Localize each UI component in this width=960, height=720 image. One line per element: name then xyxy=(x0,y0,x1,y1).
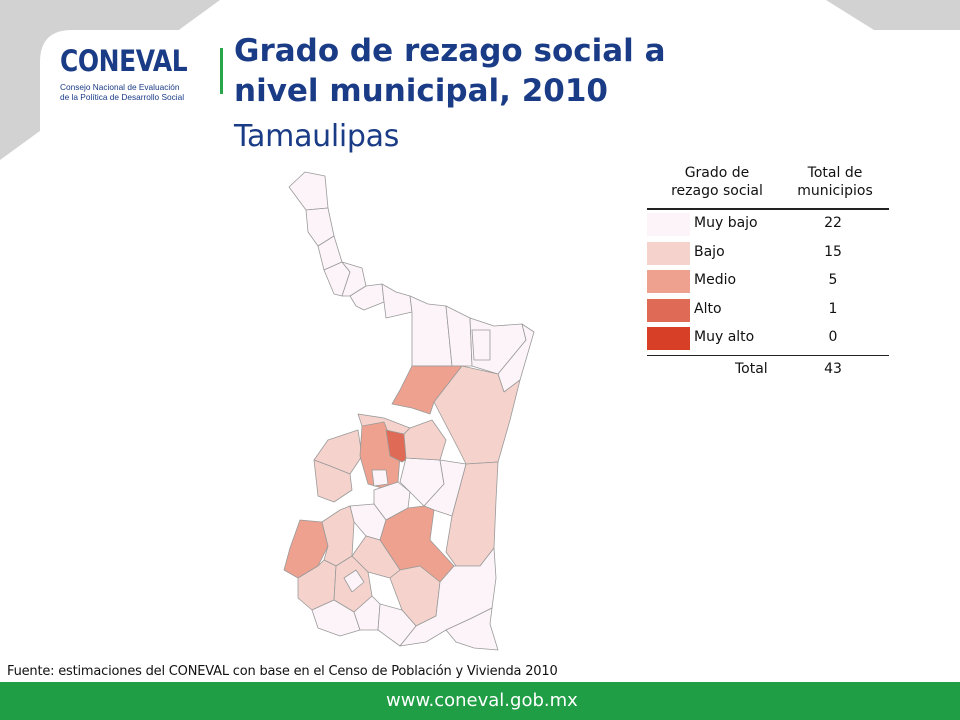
municipality xyxy=(288,171,329,211)
legend-swatch xyxy=(647,327,690,351)
legend-row-label: Muy bajo xyxy=(694,215,758,231)
title-line1: Grado de rezago social a xyxy=(234,33,666,69)
logo-subtitle-line1: Consejo Nacional de Evaluación xyxy=(60,82,180,92)
legend-rows: Muy bajo 22 Bajo 15 Medio 5 Alto 1 Muy alto 0 xyxy=(647,210,889,353)
legend-swatch xyxy=(647,270,690,294)
legend-total-label: Total xyxy=(735,360,768,377)
legend-row-count: 15 xyxy=(824,243,842,260)
municipality xyxy=(321,505,355,567)
logo-subtitle: Consejo Nacional de Evaluación de la Pol… xyxy=(60,82,210,102)
legend-header-total: Total de municipios xyxy=(781,164,889,200)
municipality xyxy=(403,419,447,461)
title-divider xyxy=(220,48,223,94)
legend-swatch xyxy=(647,298,690,322)
legend-row: Medio 5 xyxy=(647,267,889,296)
legend-row-count: 0 xyxy=(828,329,838,346)
municipality xyxy=(399,547,497,647)
legend-swatch xyxy=(647,241,690,265)
legend-row-label: Muy alto xyxy=(694,329,755,346)
source-note: Fuente: estimaciones del CONEVAL con bas… xyxy=(7,664,558,679)
logo-subtitle-line2: de la Política de Desarrollo Social xyxy=(60,92,185,102)
legend-row-count: 5 xyxy=(828,272,838,289)
legend-header-grado-line2: rezago social xyxy=(671,183,763,199)
municipality xyxy=(371,469,389,487)
legend-header-total-line2: municipios xyxy=(797,183,873,199)
legend-table: Grado de rezago social Total de municipi… xyxy=(647,163,889,384)
municipal-map xyxy=(283,171,535,651)
logo-wordmark: CONEVAL xyxy=(60,44,188,78)
legend-row: Alto 1 xyxy=(647,296,889,325)
legend-row-label: Medio xyxy=(694,272,737,289)
municipality xyxy=(433,365,521,465)
legend-header-grado-line1: Grado de xyxy=(684,165,750,181)
legend-row: Bajo 15 xyxy=(647,239,889,268)
legend-row-label: Alto xyxy=(694,300,722,317)
legend-swatch xyxy=(647,213,690,236)
coneval-logo: CONEVAL Consejo Nacional de Evaluación d… xyxy=(60,44,210,104)
municipality xyxy=(313,459,353,503)
legend-total-row: Total 43 xyxy=(647,354,889,384)
footer-url[interactable]: www.coneval.gob.mx xyxy=(386,690,578,711)
legend-row-count: 1 xyxy=(828,300,838,317)
title-line2: nivel municipal, 2010 xyxy=(234,73,608,109)
legend-header-grado: Grado de rezago social xyxy=(651,164,783,200)
legend-row-label: Bajo xyxy=(694,243,725,260)
municipality xyxy=(445,607,499,651)
footer-bar: www.coneval.gob.mx xyxy=(0,682,960,720)
municipality xyxy=(343,569,365,593)
legend-row: Muy bajo 22 xyxy=(647,210,889,239)
legend-row: Muy alto 0 xyxy=(647,324,889,353)
municipality xyxy=(381,283,413,319)
legend-header-total-line1: Total de xyxy=(807,165,863,181)
municipality xyxy=(471,329,491,361)
legend-row-count: 22 xyxy=(824,215,842,231)
page-subtitle: Tamaulipas xyxy=(234,119,400,154)
legend-total-count: 43 xyxy=(824,360,842,377)
legend-header: Grado de rezago social Total de municipi… xyxy=(647,163,889,210)
page-title: Grado de rezago social a nivel municipal… xyxy=(234,31,734,111)
